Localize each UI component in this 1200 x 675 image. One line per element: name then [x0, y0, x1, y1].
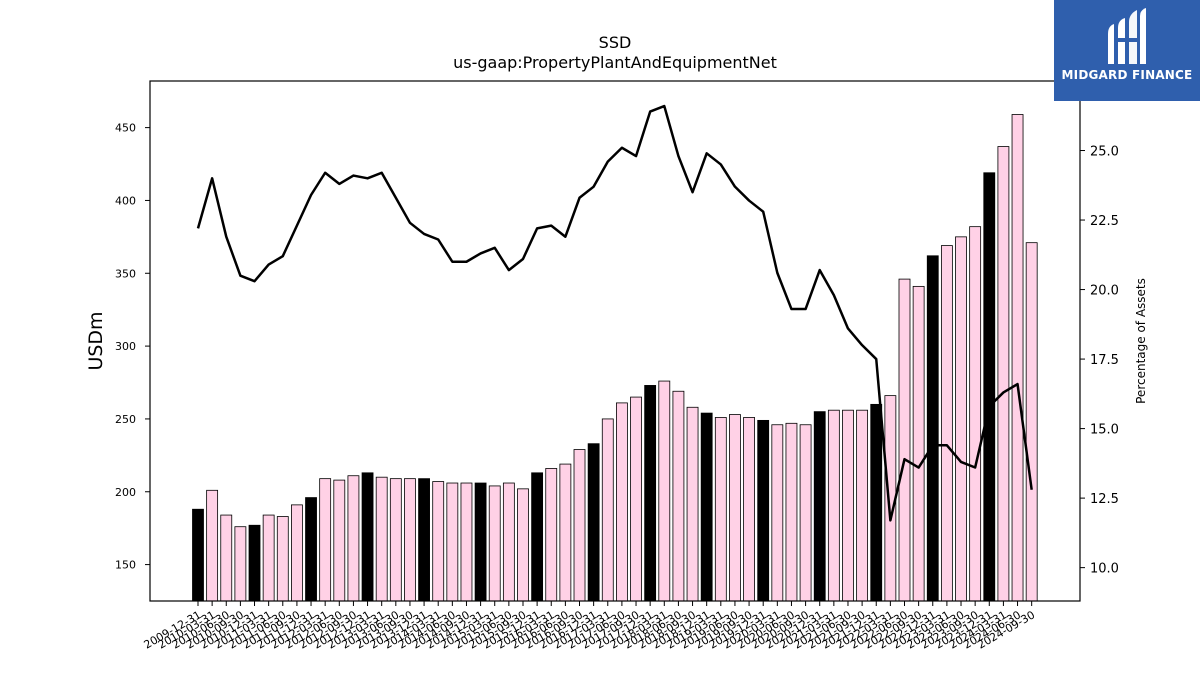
y-tick-label: 450 — [115, 122, 136, 135]
bar — [912, 285, 925, 602]
bar — [955, 236, 967, 602]
bar — [460, 482, 473, 602]
bar — [375, 476, 388, 602]
y2-tick-label: 17.5 — [1090, 353, 1119, 368]
bar — [601, 418, 614, 602]
bar — [192, 508, 204, 602]
bar — [898, 278, 911, 602]
bar — [559, 463, 572, 602]
bar — [545, 468, 558, 602]
bar — [926, 255, 939, 602]
bar — [856, 409, 869, 602]
bar — [248, 524, 261, 602]
bar — [700, 412, 713, 602]
bars-layer — [192, 114, 1038, 602]
bar — [531, 472, 544, 602]
bar — [997, 146, 1010, 602]
bar — [842, 409, 854, 602]
bar — [502, 482, 515, 602]
bar — [1011, 114, 1024, 602]
bar — [432, 481, 445, 602]
y-tick-label: 400 — [115, 194, 136, 207]
bar — [672, 390, 685, 602]
y-axis-label: USDm — [85, 311, 107, 370]
bar — [262, 514, 275, 602]
line-layer — [196, 104, 1033, 522]
y-tick-label: 300 — [115, 340, 136, 353]
bar — [418, 478, 430, 602]
bar — [446, 482, 459, 602]
bar — [404, 478, 416, 602]
y-tick-label: 250 — [115, 413, 136, 426]
logo-icon — [1108, 8, 1146, 64]
bar — [347, 475, 360, 602]
midgard-finance-logo: MIDGARD FINANCE — [1054, 0, 1200, 101]
bar — [1025, 242, 1038, 602]
bar — [319, 478, 332, 602]
bar — [616, 402, 628, 602]
bar — [630, 396, 642, 602]
bar — [333, 479, 346, 602]
bar — [743, 417, 755, 602]
bar — [488, 485, 501, 602]
bar — [870, 403, 883, 602]
y2-tick-label: 12.5 — [1090, 492, 1119, 507]
bar — [785, 422, 798, 602]
bar — [291, 504, 303, 602]
bar — [686, 406, 699, 602]
bar — [220, 514, 233, 602]
bar — [771, 424, 784, 602]
bar — [305, 497, 317, 602]
y-tick-label: 350 — [115, 267, 136, 280]
plot-frame — [149, 80, 1081, 602]
bar — [234, 526, 247, 602]
bar — [757, 419, 770, 602]
y2-axis-label: Percentage of Assets — [1134, 278, 1148, 404]
bar — [389, 478, 402, 602]
bar — [573, 449, 586, 602]
bar — [969, 226, 982, 602]
bar — [474, 482, 487, 602]
y2-tick-label: 20.0 — [1090, 284, 1119, 299]
chart-subtitle: us-gaap:PropertyPlantAndEquipmentNet — [453, 53, 777, 72]
bar — [517, 488, 529, 602]
y-tick-label: 150 — [115, 559, 136, 572]
bar — [983, 172, 996, 602]
bar — [714, 417, 727, 602]
y2-tick-label: 22.5 — [1090, 214, 1119, 229]
logo-text: MIDGARD FINANCE — [1061, 68, 1193, 82]
bar — [799, 424, 812, 602]
y2-tick-label: 25.0 — [1090, 145, 1119, 160]
y2-tick-label: 10.0 — [1090, 562, 1119, 577]
y-axis-right: 10.0 12.5 15.0 17.5 20.0 22.5 25.0 — [1080, 145, 1119, 577]
bar — [206, 489, 219, 602]
y-axis-left: 150 200 250 300 350 400 450 — [115, 122, 150, 572]
x-axis: 2009-12-312010-03-312010-06-302010-09-30… — [142, 601, 1037, 652]
bar — [658, 380, 671, 602]
chart-title: SSD — [599, 33, 632, 52]
bar — [276, 516, 289, 602]
bar — [587, 443, 600, 602]
bar — [813, 411, 826, 602]
bar — [729, 414, 741, 602]
bar — [940, 245, 953, 602]
y-tick-label: 200 — [115, 486, 136, 499]
bar — [827, 409, 840, 602]
percentage-line — [196, 104, 1033, 522]
y2-tick-label: 15.0 — [1090, 423, 1119, 438]
bar — [361, 472, 374, 602]
bar — [644, 385, 657, 602]
